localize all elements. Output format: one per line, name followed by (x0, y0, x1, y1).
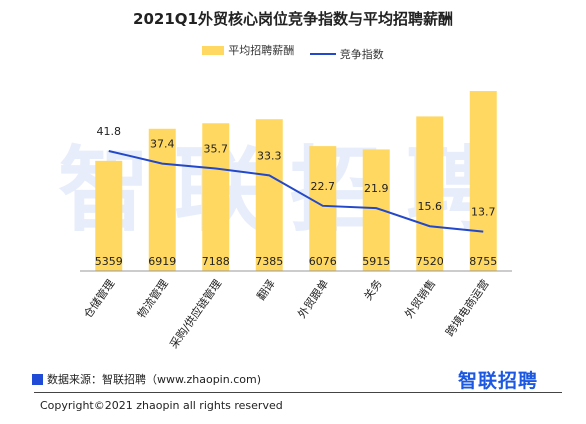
chart-title: 2021Q1外贸核心岗位竞争指数与平均招聘薪酬 (133, 10, 453, 28)
bar-翻译 (255, 119, 283, 271)
legend-item-salary: 平均招聘薪酬 (202, 42, 294, 58)
x-tick-label: 翻译 (254, 277, 278, 303)
line-series (108, 150, 484, 233)
bar-value-label: 6919 (148, 255, 176, 268)
x-tick-label: 仓储管理 (81, 277, 118, 321)
line-value-label: 21.9 (364, 182, 389, 195)
x-tick-label: 跨境电商运营 (442, 277, 491, 339)
line-value-label: 33.3 (257, 149, 282, 162)
x-tick-label: 采购/供应链管理 (166, 277, 224, 351)
line-value-label: 37.4 (150, 138, 175, 151)
line-value-label: 35.7 (204, 142, 229, 155)
legend-item-competition: 竞争指数 (309, 46, 384, 62)
legend-label-competition: 竞争指数 (339, 47, 384, 61)
legend-swatch-bar (202, 45, 225, 55)
bar-跨境电商运营 (469, 91, 497, 272)
bar-value-label: 7188 (202, 255, 230, 268)
bar-外贸销售 (416, 116, 444, 271)
bar-关务 (362, 149, 390, 271)
line-value-label: 15.6 (418, 200, 443, 213)
line-value-label: 13.7 (471, 206, 496, 219)
data-labels: 5359 6919 7188 7385 6076 5915 7520 8755 41.8 37.4… (95, 125, 498, 268)
copyright: Copyright©2021 zhaopin all rights reserv… (40, 399, 283, 412)
data-source-text: 数据来源：智联招聘（www.zhaopin.com) (47, 373, 261, 386)
x-tick-label: 外贸销售 (402, 277, 439, 321)
bar-外贸跟单 (309, 146, 337, 271)
x-tick-label: 物流管理 (134, 277, 171, 321)
bar-value-label: 8755 (469, 255, 497, 268)
bar-value-label: 7520 (416, 255, 444, 268)
bar-value-label: 5359 (95, 255, 123, 268)
source-marker-icon (32, 373, 43, 385)
bar-group (95, 91, 497, 272)
line-value-label: 22.7 (311, 180, 336, 193)
legend-label-salary: 平均招聘薪酬 (228, 44, 295, 57)
x-tick-label: 关务 (361, 277, 385, 303)
chart-area: 智联招聘 5359 6919 7188 7385 6076 5915 7520 875541.… (58, 91, 512, 351)
x-tick-label: 外贸跟单 (295, 277, 331, 320)
data-source: 数据来源：智联招聘（www.zhaopin.com) (32, 371, 261, 387)
bar-仓储管理 (95, 160, 123, 271)
legend: 平均招聘薪酬 竞争指数 (0, 42, 586, 62)
bar-value-label: 5915 (362, 255, 390, 268)
competition-line (108, 150, 484, 233)
brand-logo: 智联招聘 (458, 370, 539, 392)
bar-value-label: 7385 (255, 255, 283, 268)
bar-value-label: 6076 (309, 255, 337, 268)
legend-swatch-line (309, 52, 336, 55)
line-value-label: 41.8 (97, 125, 122, 138)
footer-divider (34, 392, 562, 393)
bar-物流管理 (148, 128, 176, 271)
bar-采购/供应链管理 (202, 123, 230, 271)
